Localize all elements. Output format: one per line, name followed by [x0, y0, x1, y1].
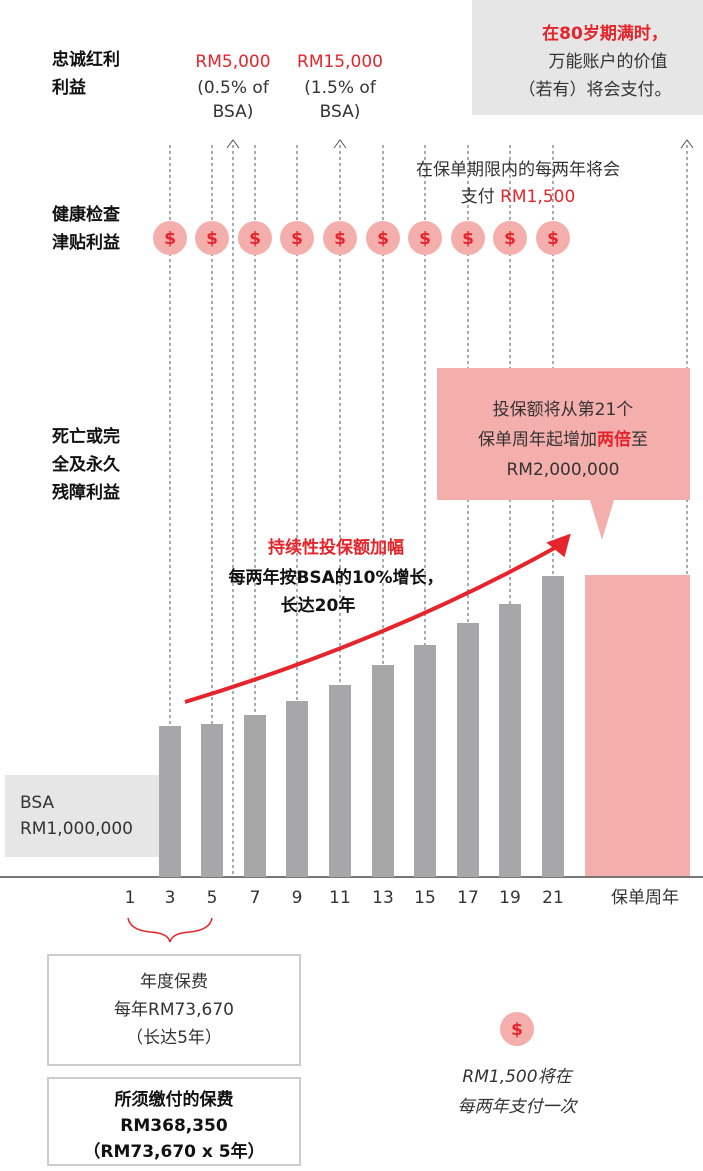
- dollar-icon: [195, 221, 229, 255]
- health-note: 支付 RM1,500: [461, 187, 576, 207]
- bonus: RM5,000: [195, 52, 270, 72]
- text: 至: [631, 430, 648, 450]
- label: 忠诚红利: [52, 49, 120, 70]
- bonus-note: BSA): [213, 102, 254, 122]
- bar: [457, 623, 479, 877]
- dollar-icon: [493, 221, 527, 255]
- doubled-bar: [585, 575, 690, 877]
- up-arrow: [333, 139, 347, 149]
- text: 支付: [461, 187, 500, 207]
- callout-pointer: [590, 500, 614, 540]
- bar: [159, 726, 181, 877]
- growth-arrow: [184, 543, 561, 704]
- bar: [329, 685, 351, 877]
- bar: [542, 576, 564, 877]
- dollar-icon: [323, 221, 357, 255]
- bonus: RM15,000: [297, 52, 383, 72]
- total-text: （RM73,670 x 5年）: [83, 1141, 264, 1162]
- total-text: 所须缴付的保费: [115, 1089, 234, 1110]
- callout-text: 保单周年起增加两倍至: [478, 429, 648, 450]
- bsa-text: RM1,000,000: [20, 819, 133, 839]
- dollar-icon: [280, 221, 314, 255]
- bar: [244, 715, 266, 877]
- text: 两倍: [597, 429, 631, 450]
- text: RM1,500: [500, 187, 575, 207]
- maturity-text: （若有）将会支付。: [519, 80, 672, 100]
- callout-box: [437, 368, 690, 500]
- bsa-box: [5, 775, 168, 857]
- dollar-sign: $: [419, 229, 431, 249]
- dollar-sign: $: [547, 229, 559, 249]
- label: 健康检查: [52, 204, 121, 225]
- x-tick-label: 1: [125, 888, 136, 908]
- bar: [201, 724, 223, 877]
- bar: [286, 701, 308, 877]
- x-tick-label: 11: [329, 888, 351, 908]
- x-tick-label: 21: [542, 888, 564, 908]
- dollar-icon: [451, 221, 485, 255]
- dollar-icon: [366, 221, 400, 255]
- x-tick-label: 3: [165, 888, 176, 908]
- axis-label: 保单周年: [611, 888, 679, 908]
- x-tick-label: 13: [372, 888, 394, 908]
- legend-text: RM1,500将在: [462, 1067, 573, 1087]
- x-tick-label: 15: [414, 888, 436, 908]
- up-arrow: [226, 139, 240, 149]
- text: 保单周年起增加: [478, 430, 597, 450]
- label: 利益: [52, 77, 86, 98]
- label: 死亡或完: [52, 426, 120, 447]
- growth-text: 每两年按BSA的10%增长，: [228, 567, 443, 588]
- total-box: [47, 1077, 301, 1166]
- dollar-sign: $: [377, 229, 389, 249]
- dollar-sign: $: [511, 1020, 523, 1040]
- maturity-title: 在80岁期满时，: [542, 23, 668, 44]
- dollar-sign: $: [504, 229, 516, 249]
- bar: [372, 665, 394, 877]
- bar: [499, 604, 521, 877]
- maturity-box: [472, 0, 703, 115]
- x-tick-label: 9: [292, 888, 303, 908]
- dollar-sign: $: [206, 229, 218, 249]
- dollar-sign: $: [164, 229, 176, 249]
- premium-text: 每年RM73,670: [114, 1000, 234, 1020]
- x-tick-label: 19: [499, 888, 521, 908]
- up-arrow: [680, 139, 694, 149]
- callout-text: 投保额将从第21个: [493, 400, 634, 420]
- dollar-icon: [536, 221, 570, 255]
- dollar-sign: $: [249, 229, 261, 249]
- dollar-sign: $: [334, 229, 346, 249]
- x-tick-label: 5: [207, 888, 218, 908]
- premium-text: （长达5年）: [126, 1028, 222, 1048]
- dollar-icon: [500, 1012, 534, 1046]
- bonus-note: BSA): [320, 102, 361, 122]
- arrow-head: [546, 533, 571, 558]
- label: 津贴利益: [52, 232, 120, 253]
- dollar-icon: [238, 221, 272, 255]
- label: 残障利益: [52, 482, 120, 503]
- callout-text: RM2,000,000: [507, 460, 620, 480]
- dollar-icon: [408, 221, 442, 255]
- x-tick-label: 7: [250, 888, 261, 908]
- growth-title: 持续性投保额加幅: [268, 537, 404, 558]
- bonus-note: (1.5% of: [304, 78, 377, 98]
- growth-text: 长达20年: [281, 595, 356, 616]
- legend-text: 每两年支付一次: [458, 1097, 579, 1117]
- dollar-sign: $: [291, 229, 303, 249]
- bonus-note: (0.5% of: [197, 78, 270, 98]
- bsa-text: BSA: [20, 793, 54, 813]
- maturity-text: 万能账户的价值: [549, 52, 668, 72]
- dollar-sign: $: [462, 229, 474, 249]
- label: 全及永久: [51, 454, 120, 475]
- total-text: RM368,350: [120, 1116, 228, 1136]
- dollar-icon: [153, 221, 187, 255]
- x-tick-label: 17: [457, 888, 479, 908]
- health-note: 在保单期限内的每两年将会: [416, 160, 620, 180]
- bar: [414, 645, 436, 877]
- premium-box: [47, 954, 301, 1066]
- premium-text: 年度保费: [140, 972, 208, 992]
- brace: [127, 917, 213, 943]
